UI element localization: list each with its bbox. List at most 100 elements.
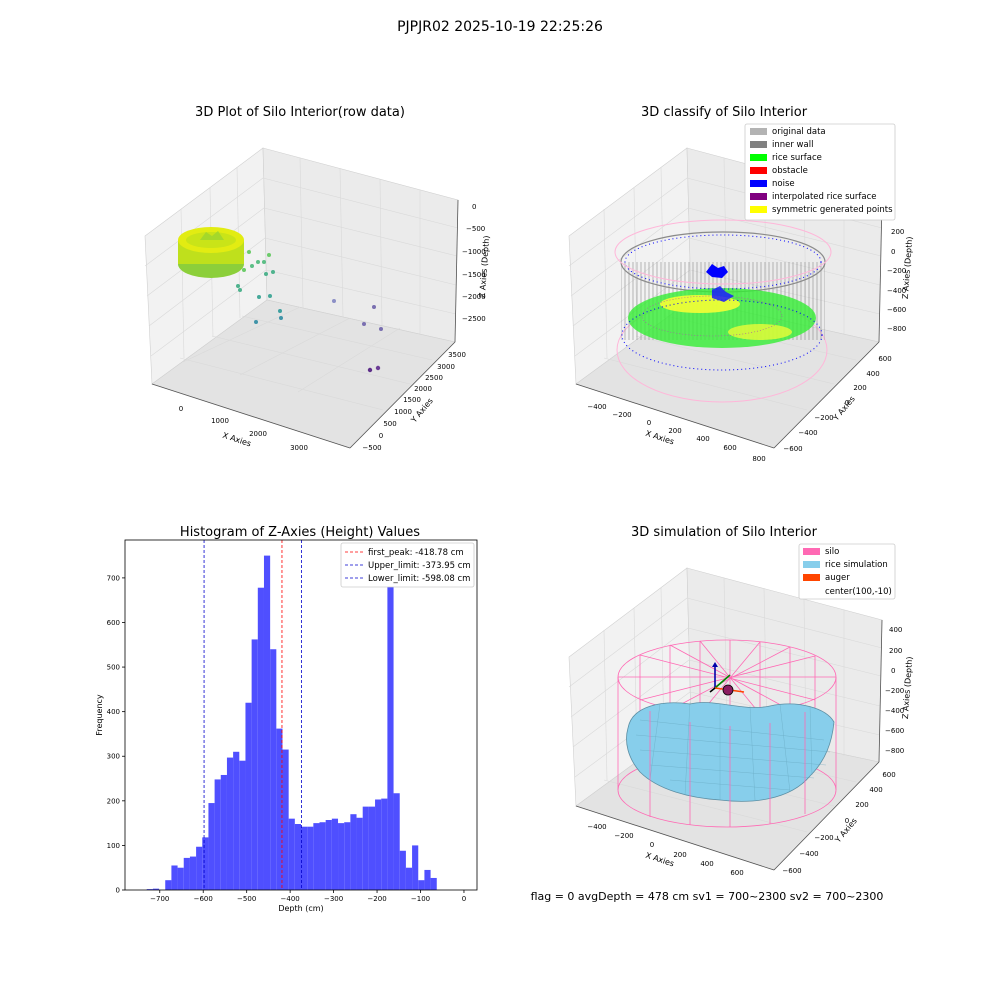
classify-z-tick: −800 <box>887 325 906 333</box>
histogram-bar <box>251 639 258 890</box>
histogram-bar <box>331 818 339 890</box>
legend-label-silo: silo <box>825 547 839 557</box>
histogram-bar <box>307 826 314 890</box>
raw-y-tick: 2500 <box>425 374 443 382</box>
histogram-bar <box>356 817 363 890</box>
sim-y-tick: 200 <box>855 801 868 809</box>
sim-x-label: X Axies <box>644 851 675 869</box>
histogram-x-tick-label: −400 <box>281 895 300 903</box>
legend-swatch-obstacle <box>750 167 767 174</box>
classify-y-tick: 200 <box>853 384 866 392</box>
legend-swatch-inner-wall <box>750 141 767 148</box>
classify-z-tick: 200 <box>891 228 904 236</box>
histogram-vlines <box>203 540 302 890</box>
classify-x-tick: 200 <box>668 427 681 435</box>
histogram-x-ticks: −700 −600 −500 −400 −300 −200 −100 0 <box>150 890 466 903</box>
histogram-bar <box>294 824 301 890</box>
histogram-bar <box>325 820 332 890</box>
histogram-bar <box>171 865 178 890</box>
classify-z-tick: −600 <box>887 306 906 314</box>
classify-z-tick: −400 <box>887 287 906 295</box>
sim-x-tick: 600 <box>730 869 743 877</box>
raw-x-tick: 1000 <box>211 417 229 425</box>
sim-auger <box>709 662 745 696</box>
histogram-bar <box>301 826 308 890</box>
raw-x-tick: 2000 <box>249 430 267 438</box>
panel-classify-title: 3D classify of Silo Interior <box>641 105 808 120</box>
sim-y-ticks: −600 −400 −200 0 200 400 600 <box>782 771 895 875</box>
histogram-bar <box>399 850 406 890</box>
sim-y-tick: −200 <box>814 834 833 842</box>
sim-y-tick: −600 <box>782 867 801 875</box>
sim-z-tick: −800 <box>885 747 904 755</box>
classify-y-tick: 0 <box>845 399 849 407</box>
sim-z-label: Z Axies (Depth) <box>901 656 914 719</box>
histogram-y-tick-label: 0 <box>116 887 120 895</box>
raw-x-axis-line <box>151 383 351 449</box>
raw-z-tick: −1500 <box>462 271 486 279</box>
auger-center-marker <box>722 684 734 696</box>
histogram-bar <box>239 760 246 890</box>
legend-label-interpolated: interpolated rice surface <box>772 192 877 202</box>
histogram-bar <box>152 888 160 890</box>
raw-z-ticks: 0 −500 −1000 −1500 −2000 −2500 <box>462 203 486 323</box>
auger-axis-y <box>714 674 731 689</box>
raw-z-axis-line <box>454 199 459 343</box>
histogram-legend: first_peak: -418.78 cm Upper_limit: -373… <box>340 542 475 588</box>
legend-swatch-noise <box>750 180 767 187</box>
histogram-bar <box>418 880 425 890</box>
histogram-bar <box>257 587 264 890</box>
histogram-bar <box>165 880 172 890</box>
panel-simulation-3d: 3D simulation of Silo Interior <box>568 525 914 877</box>
sim-y-tick: −400 <box>799 850 818 858</box>
histogram-bar <box>375 799 382 890</box>
legend-swatch-rice-simulation <box>803 561 820 568</box>
raw-x-tick: 3000 <box>290 444 308 452</box>
histogram-bar <box>313 823 320 890</box>
histogram-x-tick-label: −600 <box>194 895 213 903</box>
raw-z-tick: −500 <box>466 225 485 233</box>
raw-z-tick: −2500 <box>462 315 486 323</box>
histogram-bar <box>189 856 197 890</box>
histogram-bar <box>263 555 271 890</box>
histogram-x-tick-label: −500 <box>237 895 256 903</box>
classify-x-tick: 400 <box>696 435 709 443</box>
histogram-bar <box>183 857 190 890</box>
legend-label-lower-limit: Lower_limit: -598.08 cm <box>368 574 470 584</box>
raw-z-tick: −1000 <box>462 248 486 256</box>
raw-grid <box>144 157 459 411</box>
histogram-y-tick-label: 100 <box>107 842 120 850</box>
sim-x-ticks: −400 −200 0 200 400 600 <box>587 823 743 877</box>
histogram-bar <box>196 846 203 890</box>
classify-z-axis-line <box>878 199 883 343</box>
sim-y-axis-line <box>773 761 880 871</box>
histogram-bar <box>270 649 277 890</box>
sim-scene: silo rice simulation auger center(100,-1… <box>617 543 896 828</box>
histogram-bar <box>430 877 437 890</box>
status-footer: flag = 0 avgDepth = 478 cm sv1 = 700~230… <box>531 890 884 903</box>
legend-swatch-symmetric <box>750 206 767 213</box>
classify-z-label: Z Axies (Depth) <box>901 236 914 299</box>
classify-noise-cluster <box>706 264 728 278</box>
classify-z-tick: 0 <box>891 248 895 256</box>
histogram-bar <box>344 822 351 890</box>
histogram-bar <box>220 774 227 890</box>
sim-silo-wireframe-front <box>649 711 806 827</box>
raw-scatter-points <box>236 250 383 373</box>
histogram-y-tick-label: 200 <box>107 797 120 805</box>
histogram-bar <box>177 867 184 890</box>
histogram-bar <box>387 560 394 890</box>
histogram-bar <box>288 818 295 890</box>
histogram-bar <box>214 779 221 890</box>
histogram-plot-frame <box>124 539 478 891</box>
raw-ring-peak <box>200 231 224 240</box>
histogram-bar <box>208 803 215 890</box>
classify-z-tick: −200 <box>887 267 906 275</box>
sim-x-tick: 200 <box>673 851 686 859</box>
histogram-x-tick-label: −300 <box>324 895 343 903</box>
legend-label-first-peak: first_peak: -418.78 cm <box>368 548 464 558</box>
panel-classify-3d: 3D classify of Silo Interior <box>568 105 914 463</box>
raw-y-axis-line <box>349 341 456 449</box>
sim-z-tick: −400 <box>885 707 904 715</box>
